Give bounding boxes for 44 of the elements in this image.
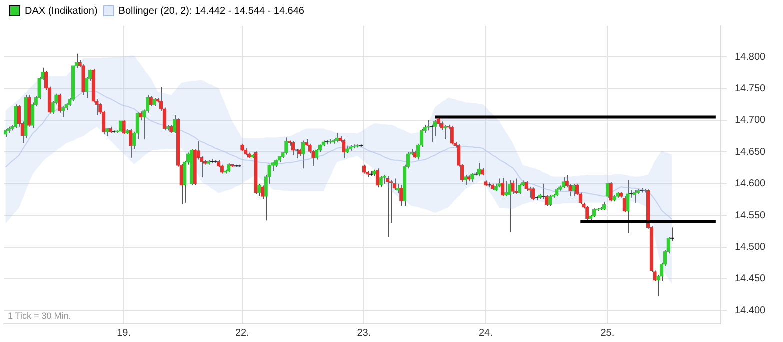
y-tick-label: 14.500	[735, 242, 766, 254]
y-tick-label: 14.600	[735, 178, 766, 190]
candlestick	[531, 187, 536, 201]
x-tick-label: 19.	[117, 328, 132, 339]
candlestick	[670, 227, 675, 242]
candlestick	[400, 184, 404, 207]
candlestick	[396, 183, 400, 194]
legend-label: Bollinger (20, 2): 14.442 - 14.544 - 14.646	[118, 6, 305, 17]
candlestick	[74, 53, 79, 69]
candlestick	[622, 196, 626, 213]
candlestick	[376, 168, 380, 188]
candlestick	[508, 180, 512, 233]
x-tick-label: 24.	[478, 328, 493, 339]
candlestick	[58, 93, 62, 114]
y-tick-label: 14.450	[735, 274, 766, 285]
candlestick	[386, 176, 390, 238]
y-tick-label: 14.550	[735, 210, 766, 222]
candlestick	[122, 120, 126, 135]
y-tick-label: 14.400	[735, 305, 766, 316]
candlestick	[562, 177, 566, 189]
x-tick-label: 23.	[357, 328, 372, 339]
candlestick	[606, 182, 610, 198]
candlestick	[524, 180, 528, 192]
legend-label: DAX (Indikation)	[25, 6, 98, 17]
candlestick	[61, 106, 66, 118]
y-tick-label: 14.700	[735, 115, 766, 126]
y-tick-label: 14.650	[735, 146, 766, 158]
candlestick	[548, 194, 552, 207]
candlestick	[444, 125, 448, 140]
candlestick	[379, 176, 383, 188]
candlestick	[450, 126, 454, 146]
y-tick-label: 14.800	[735, 52, 766, 63]
candlestick	[284, 137, 288, 156]
candlestick	[586, 206, 590, 221]
candlestick	[14, 104, 18, 129]
y-tick-label: 14.750	[735, 84, 766, 95]
annotation: 1 Tick = 30 Min.	[8, 310, 72, 321]
x-tick-label: 22.	[235, 328, 250, 339]
candlestick	[426, 120, 430, 132]
x-tick-label: 25.	[600, 328, 615, 339]
candlestick	[342, 138, 346, 160]
candlestick	[464, 174, 468, 186]
candlestick	[626, 180, 630, 234]
candlestick	[260, 185, 265, 200]
